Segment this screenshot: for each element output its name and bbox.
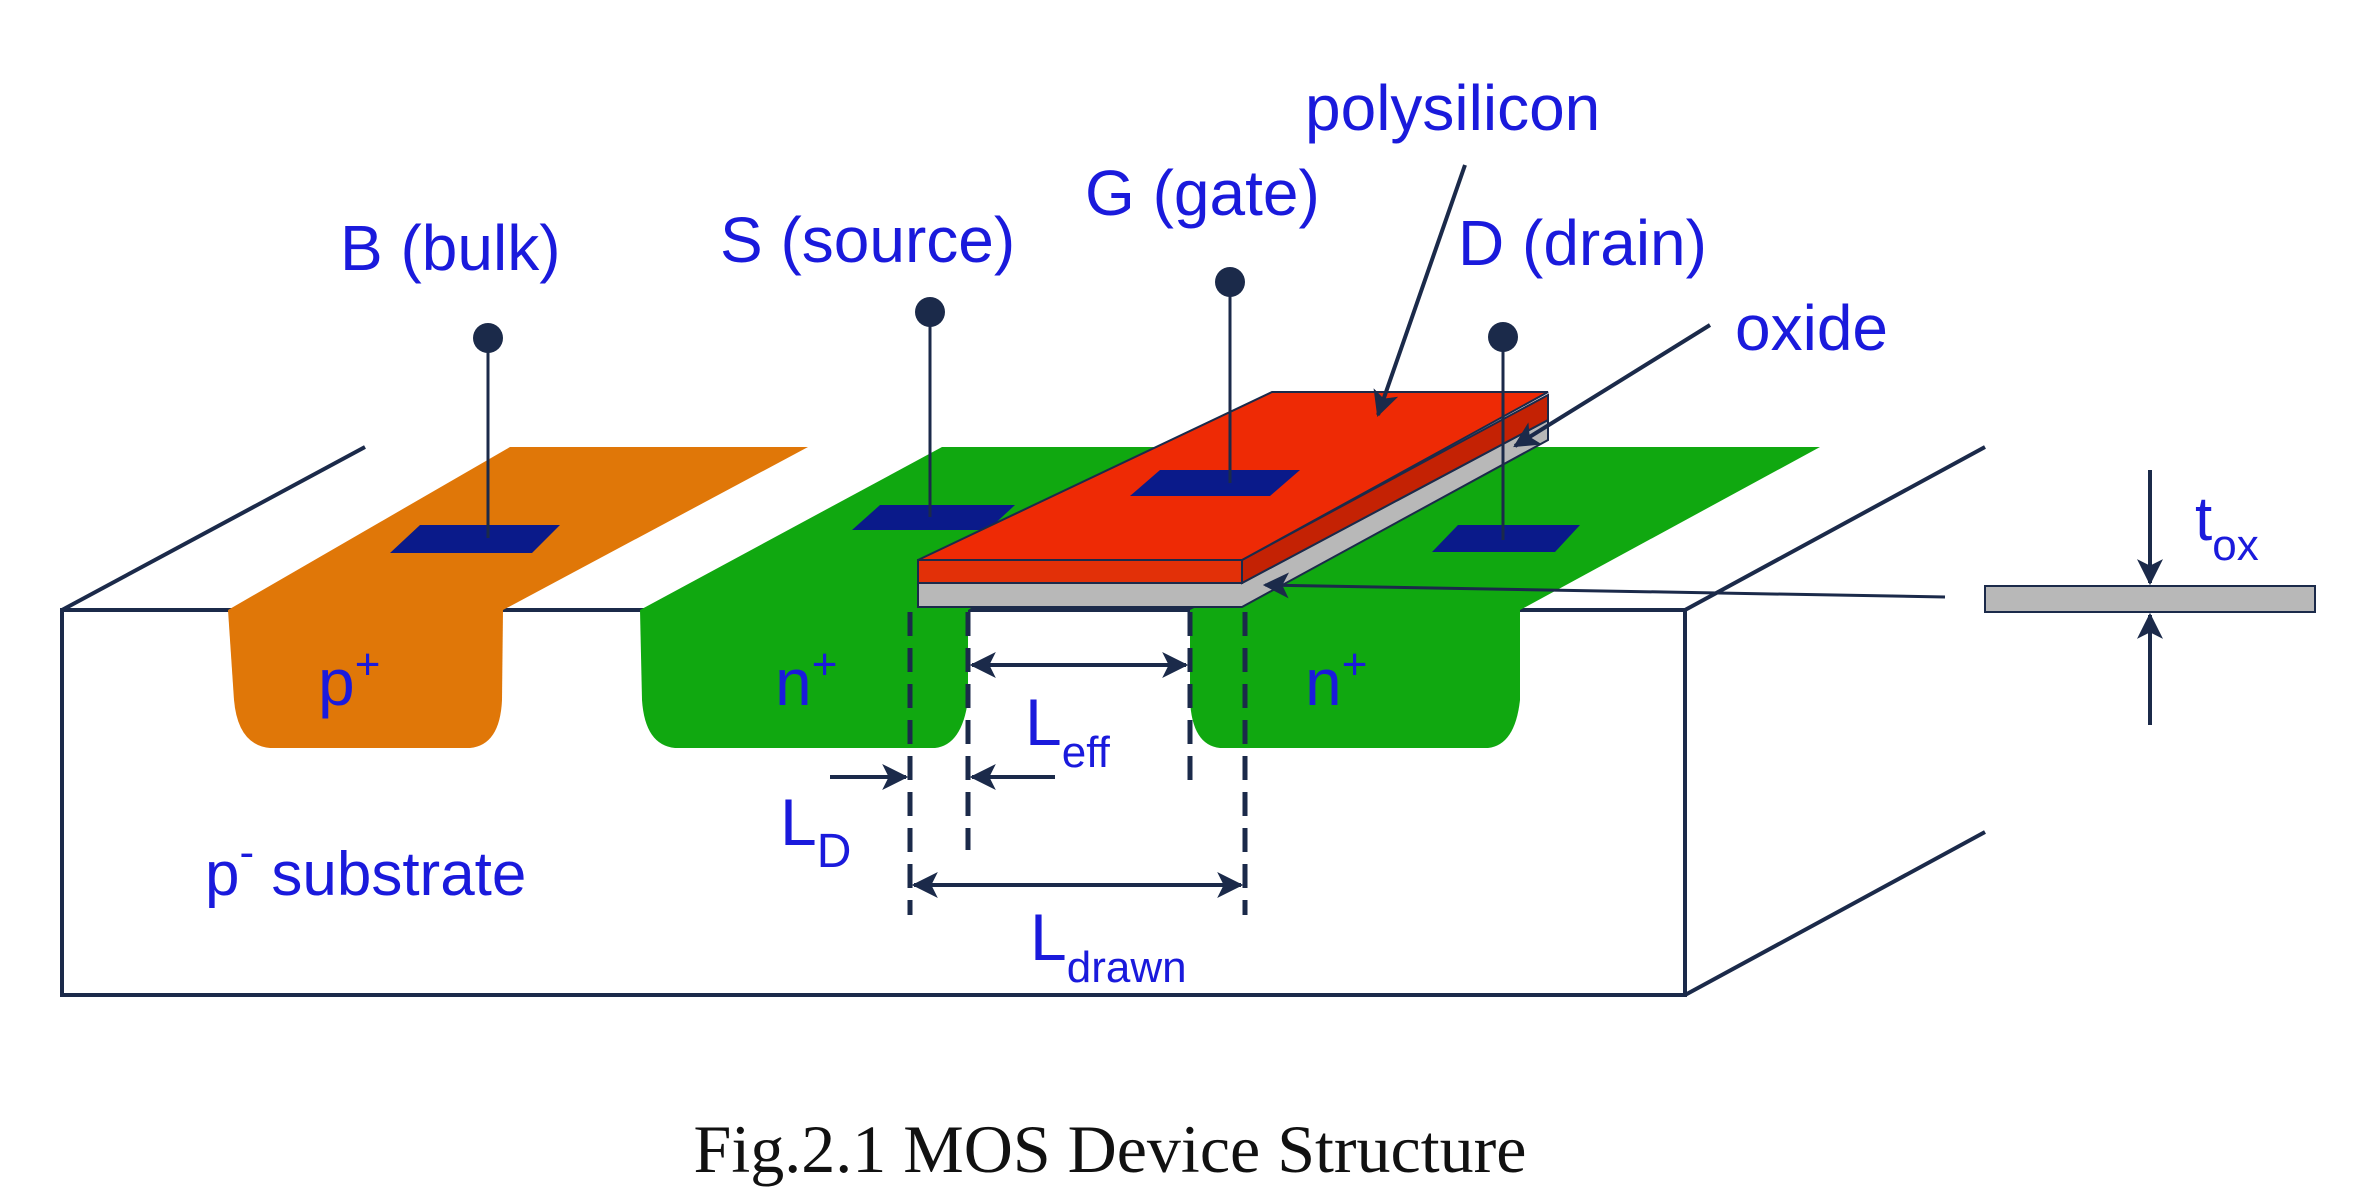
- drain-terminal: [1488, 322, 1518, 540]
- ldrawn-label: Ldrawn: [1030, 900, 1187, 992]
- drain-region: [1190, 447, 1820, 748]
- bulk-terminal: [473, 323, 503, 538]
- figure-caption: Fig.2.1 MOS Device Structure: [694, 1111, 1527, 1187]
- gate-stack: [917, 391, 1549, 608]
- n-plus-source-label: n+: [775, 640, 837, 719]
- dimension-guides: [907, 612, 1248, 915]
- substrate-label: p- substrate: [205, 828, 526, 909]
- oxide-label: oxide: [1735, 292, 1888, 364]
- n-plus-drain-label: n+: [1305, 640, 1367, 719]
- gate-label: G (gate): [1085, 157, 1320, 229]
- gate-terminal: [1215, 267, 1245, 483]
- source-label: S (source): [720, 204, 1015, 276]
- oxide-reference-line: [1262, 572, 1946, 599]
- bulk-contact: [390, 525, 560, 553]
- gate-contact: [1130, 470, 1300, 496]
- bulk-region: [228, 447, 808, 748]
- ld-label: LD: [780, 785, 851, 878]
- drain-label: D (drain): [1458, 207, 1707, 279]
- leff-label: Leff: [1025, 685, 1111, 777]
- tox-detail: [1984, 470, 2316, 725]
- polysilicon-pointer: [1373, 164, 1467, 418]
- polysilicon-label: polysilicon: [1305, 72, 1600, 144]
- source-contact: [852, 505, 1015, 530]
- bulk-label: B (bulk): [340, 212, 561, 284]
- oxide-pointer: [1513, 323, 1712, 448]
- p-plus-label: p+: [318, 640, 380, 719]
- tox-label: tox: [2195, 485, 2259, 570]
- drain-contact: [1432, 525, 1580, 552]
- source-terminal: [915, 297, 945, 517]
